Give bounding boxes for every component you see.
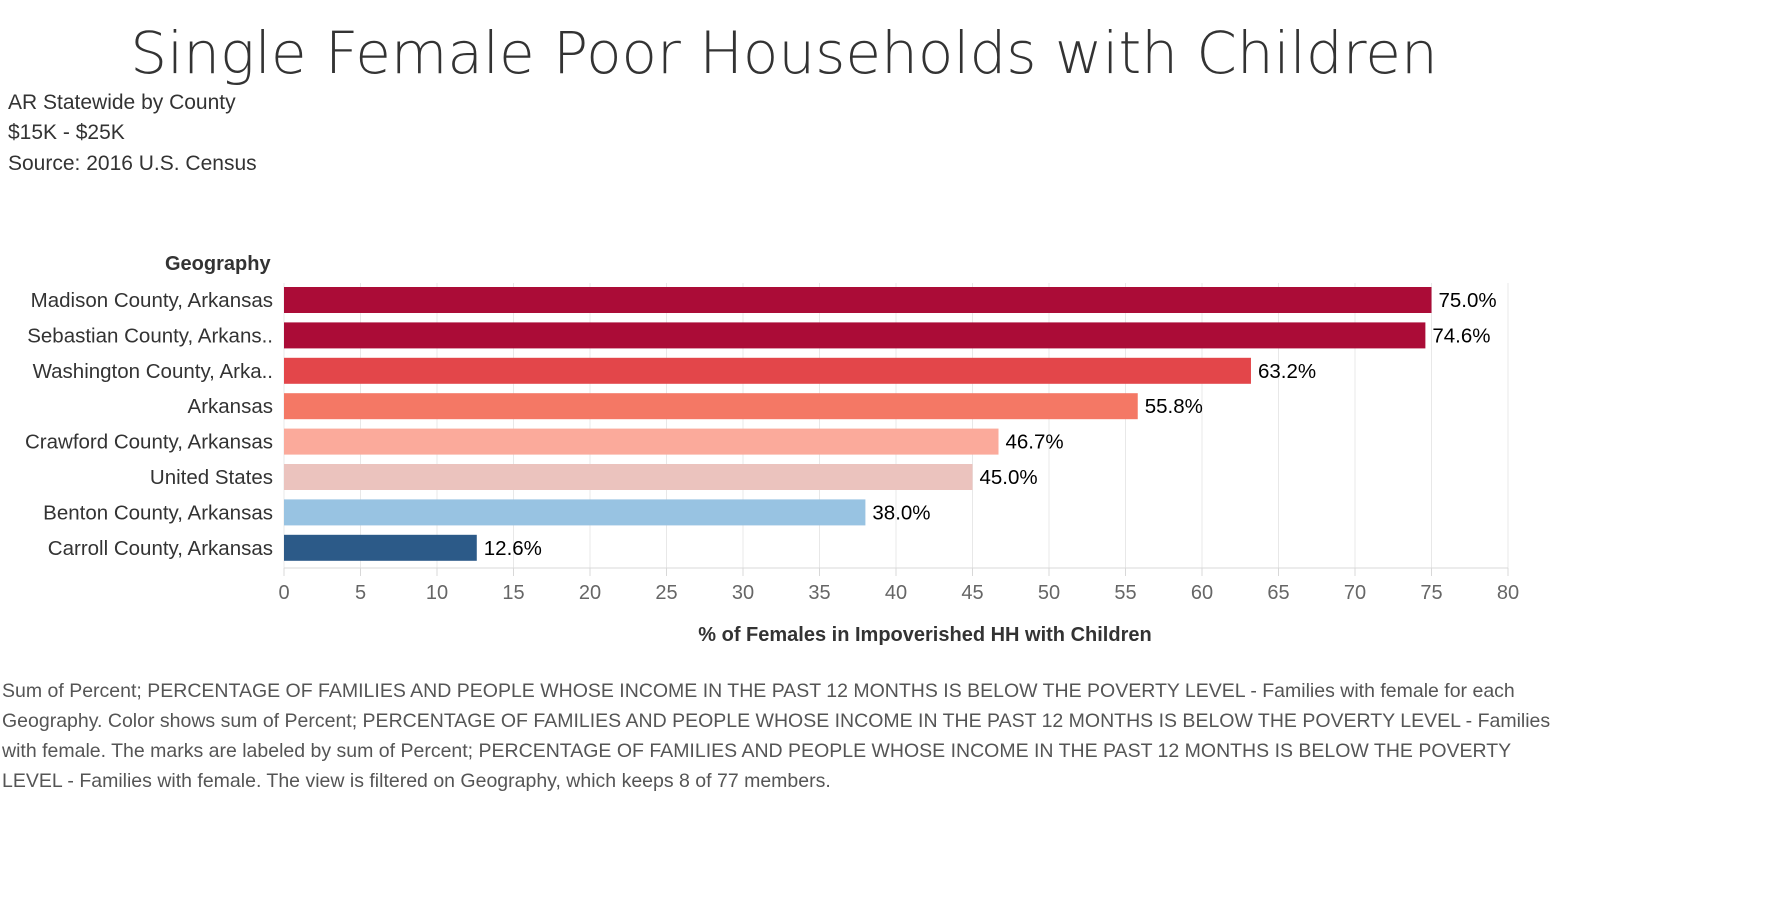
bar[interactable] (284, 322, 1426, 349)
x-tick-label: 50 (1038, 582, 1060, 604)
bar[interactable] (284, 499, 866, 526)
x-tick-label: 15 (502, 582, 524, 604)
x-axis-ticks: 0 5 10 15 20 25 30 35 40 45 50 55 60 65 70 75 80 (278, 567, 1519, 604)
x-tick-label: 0 (278, 582, 289, 604)
value-label: 45.0% (980, 466, 1038, 489)
bar[interactable] (284, 393, 1138, 420)
x-tick-label: 10 (426, 582, 448, 604)
x-tick-label: 40 (885, 582, 907, 604)
x-tick-label: 35 (808, 582, 830, 604)
x-tick-label: 55 (1114, 582, 1136, 604)
x-tick-label: 45 (961, 582, 983, 604)
value-label: 75.0% (1439, 289, 1497, 312)
x-tick-label: 5 (355, 582, 366, 604)
bar[interactable] (284, 428, 999, 455)
x-axis-title: % of Females in Impoverished HH with Chi… (698, 624, 1151, 646)
value-label: 46.7% (1006, 431, 1064, 454)
chart-title: Single Female Poor Households with Child… (130, 19, 1438, 87)
bar[interactable] (284, 287, 1432, 313)
value-label: 38.0% (872, 501, 930, 524)
x-tick-label: 20 (579, 582, 601, 604)
value-label: 12.6% (484, 537, 542, 560)
bar-chart: Madison County, Arkansas Sebastian County… (25, 283, 1519, 646)
x-tick-label: 60 (1191, 582, 1213, 604)
x-tick-label: 25 (655, 582, 677, 604)
x-tick-label: 75 (1420, 582, 1442, 604)
x-tick-label: 65 (1267, 582, 1289, 604)
category-label: Sebastian County, Arkans.. (27, 324, 273, 347)
category-label: Madison County, Arkansas (31, 289, 273, 312)
value-label: 74.6% (1432, 324, 1490, 347)
value-label: 63.2% (1258, 360, 1316, 383)
category-header: Geography (165, 253, 271, 275)
subtitle-line-2: $15K - $25K (8, 121, 125, 144)
category-label: Carroll County, Arkansas (48, 537, 273, 560)
category-label: Benton County, Arkansas (43, 501, 273, 524)
x-tick-label: 80 (1497, 582, 1519, 604)
category-labels: Madison County, Arkansas Sebastian County… (25, 289, 273, 560)
x-tick-label: 30 (732, 582, 754, 604)
subtitle-line-1: AR Statewide by County (8, 91, 236, 114)
value-label: 55.8% (1145, 395, 1203, 418)
bars (284, 287, 1432, 561)
subtitle-line-3: Source: 2016 U.S. Census (8, 152, 257, 175)
bar[interactable] (284, 464, 973, 490)
category-label: Washington County, Arka.. (33, 360, 273, 383)
category-label: Arkansas (188, 395, 273, 418)
value-labels: 75.0% 74.6% 63.2% 55.8% 46.7% 45.0% 38.0% 12.6% (484, 289, 1497, 560)
footnote: Sum of Percent; PERCENTAGE OF FAMILIES A… (2, 680, 1551, 792)
bar[interactable] (284, 357, 1251, 384)
category-label: United States (150, 466, 273, 489)
bar[interactable] (284, 534, 477, 561)
x-tick-label: 70 (1344, 582, 1366, 604)
category-label: Crawford County, Arkansas (25, 431, 273, 454)
